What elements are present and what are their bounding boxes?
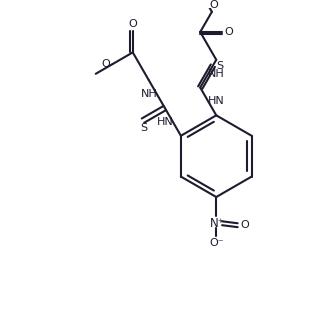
Text: NH: NH <box>208 69 225 79</box>
Text: O: O <box>101 59 110 69</box>
Text: HN: HN <box>208 96 225 107</box>
Text: O: O <box>224 27 233 37</box>
Text: O: O <box>209 0 218 10</box>
Text: O⁻: O⁻ <box>209 238 224 248</box>
Text: HN: HN <box>157 117 174 127</box>
Text: O: O <box>240 220 249 230</box>
Text: S: S <box>216 61 223 71</box>
Text: NH: NH <box>141 89 157 99</box>
Text: O: O <box>128 19 137 29</box>
Text: N⁺: N⁺ <box>210 217 225 230</box>
Text: S: S <box>140 123 147 133</box>
